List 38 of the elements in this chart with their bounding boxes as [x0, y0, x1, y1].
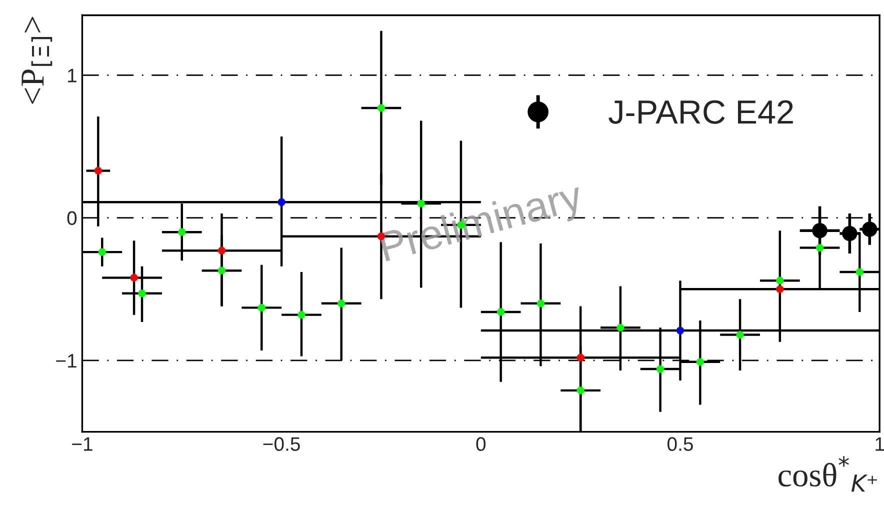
y-tick-label: 0 — [67, 211, 77, 226]
point — [377, 104, 386, 112]
point — [862, 222, 878, 237]
point — [656, 365, 664, 373]
point — [98, 248, 106, 256]
point — [842, 226, 858, 242]
point — [736, 330, 744, 339]
point — [218, 246, 226, 254]
point — [576, 386, 584, 394]
point — [576, 354, 584, 362]
point — [338, 300, 346, 308]
point — [856, 268, 864, 276]
point — [497, 308, 505, 316]
point — [776, 285, 784, 293]
point — [278, 198, 286, 206]
point — [696, 358, 704, 366]
point — [258, 304, 266, 312]
legend-label: J-PARC E42 — [608, 100, 793, 124]
point — [94, 166, 102, 175]
point — [536, 300, 545, 308]
x-tick-label: 0 — [476, 437, 486, 451]
point — [138, 290, 146, 298]
point — [616, 324, 624, 332]
point — [676, 326, 684, 334]
point — [178, 228, 186, 236]
x-tick-label: 0.5 — [667, 437, 693, 451]
point — [776, 276, 784, 284]
x-axis-title: cosθ$^{*}$$_{K⁺}$ — [778, 456, 877, 492]
y-axis-title: <P$_{[Ξ]}$> — [22, 16, 52, 104]
point — [218, 266, 226, 274]
point — [130, 274, 138, 282]
point — [816, 244, 824, 252]
point — [812, 223, 828, 238]
point — [298, 311, 306, 319]
x-tick-label: −0.5 — [263, 437, 300, 451]
x-tick-label: 1 — [876, 437, 884, 451]
y-tick-label: −1 — [56, 354, 76, 368]
y-tick-label: 1 — [68, 68, 76, 82]
